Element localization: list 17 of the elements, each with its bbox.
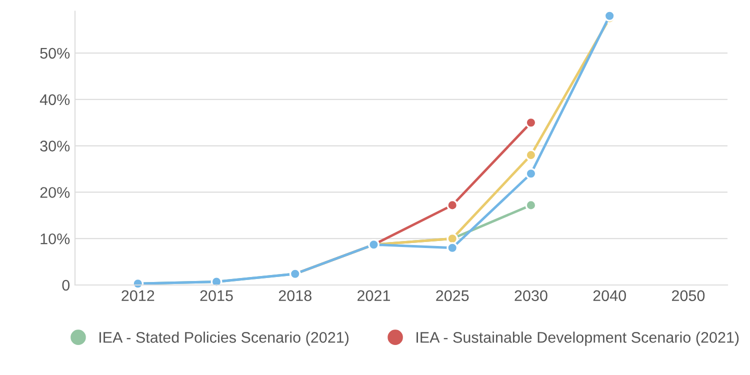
- x-tick-label: 2021: [358, 290, 390, 302]
- y-tick-label: 30%: [40, 140, 70, 152]
- x-tick-label: 2040: [593, 290, 626, 302]
- y-tick-label: 50%: [40, 48, 70, 59]
- y-tick-label: 10%: [40, 233, 70, 244]
- x-tick-label: 2030: [514, 290, 548, 302]
- x-tick-label: 2025: [436, 290, 469, 302]
- y-tick-label: 0: [62, 280, 70, 291]
- x-tick-label: 2018: [278, 290, 312, 302]
- x-tick-label: 2050: [672, 290, 705, 302]
- y-tick-label: 40%: [40, 94, 70, 106]
- legend-label: IEA - Stated Policies Scenario (2021): [100, 332, 349, 346]
- point: [446, 200, 458, 211]
- y-tick-label: 20%: [40, 187, 70, 198]
- x-tick-label: 2012: [122, 290, 154, 302]
- legend-label: IEA - Sustainable Development Scenario (2021): [416, 332, 739, 346]
- x-tick-label: 2015: [200, 290, 233, 302]
